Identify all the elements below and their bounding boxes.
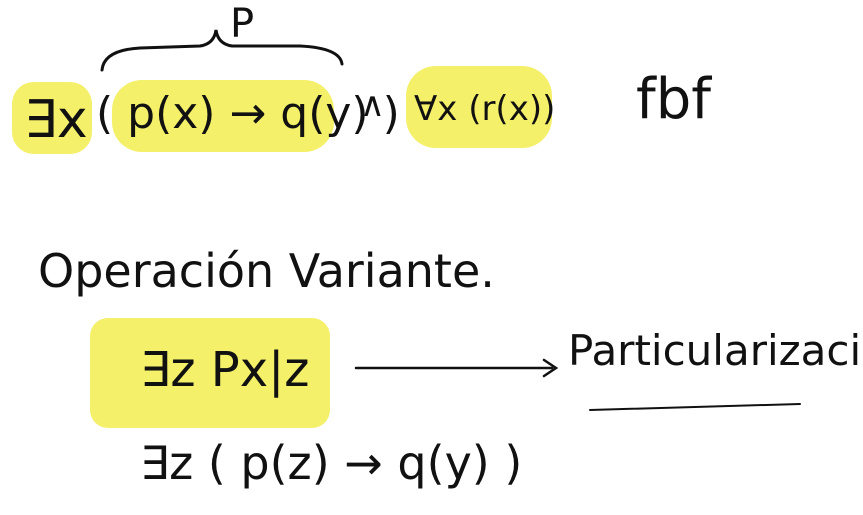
exists-x-text: ∃x [24, 90, 88, 150]
highlight-exists-x [12, 82, 92, 154]
forall-x-text: ∀x (r(x)) [414, 89, 556, 129]
brace-label: P [230, 1, 255, 47]
highlight-exists-z-p [90, 318, 330, 428]
exists-z-implication-text: ∃z ( p(z) → q(y) ) [140, 436, 523, 490]
fbf-label: fbf [636, 67, 711, 132]
heading-operacion-variante: Operación Variante. [38, 244, 495, 298]
particularizacion-text: Particularización [568, 326, 863, 375]
arrow-head [542, 358, 559, 378]
and-symbol: ∧ [360, 85, 385, 125]
exists-z-p-text: ∃z Px|z [140, 342, 310, 398]
highlight-implication [112, 80, 334, 152]
underline [589, 403, 801, 411]
highlight-forall-x [406, 66, 552, 148]
implication-text: ( p(x) → q(y) ) [96, 88, 400, 139]
